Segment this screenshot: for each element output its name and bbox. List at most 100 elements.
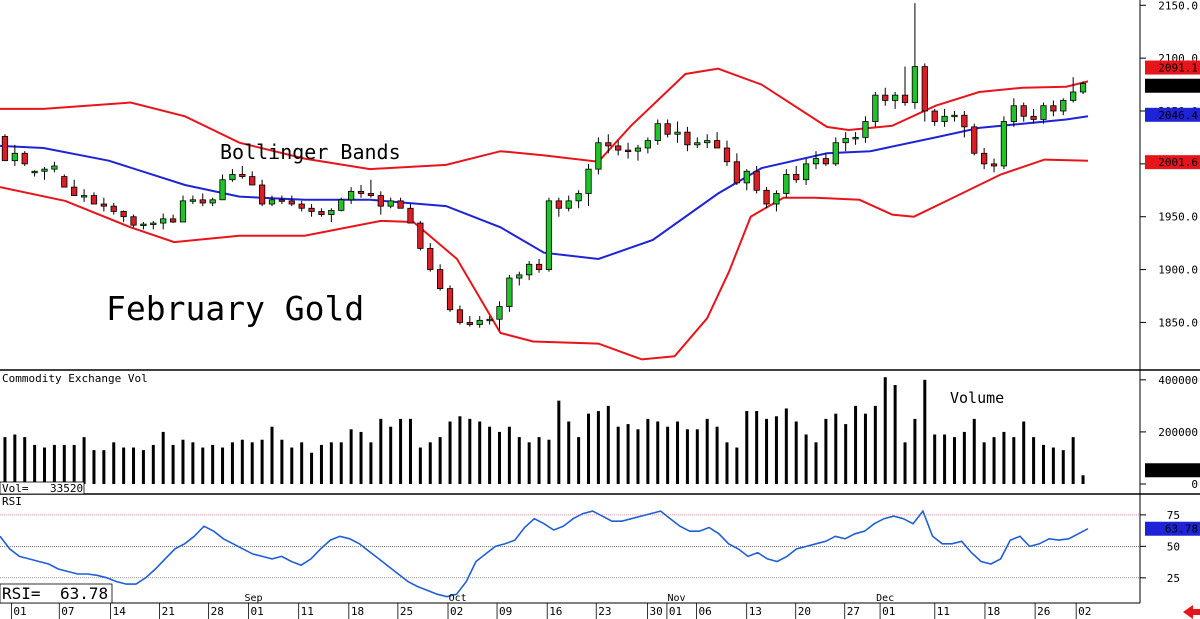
candle-body bbox=[545, 200, 553, 270]
candle-body bbox=[822, 158, 830, 165]
candlestick bbox=[377, 191, 384, 215]
rsi-tick-label: 50 bbox=[1167, 540, 1180, 553]
candlestick bbox=[753, 165, 760, 194]
day-label: 13 bbox=[749, 605, 762, 618]
month-label: Oct bbox=[449, 593, 467, 604]
volume-bar bbox=[1041, 444, 1045, 484]
scroll-left-arrow-icon[interactable] bbox=[1183, 605, 1200, 619]
candlestick bbox=[21, 151, 28, 166]
volume-bar bbox=[646, 418, 650, 484]
volume-bar bbox=[161, 431, 165, 484]
candlestick bbox=[1020, 102, 1027, 122]
volume-bar bbox=[765, 418, 769, 484]
candle-body bbox=[328, 209, 335, 216]
volume-tick-label: 0 bbox=[1191, 478, 1198, 491]
candle-body bbox=[476, 319, 483, 325]
candle-body bbox=[862, 121, 869, 138]
candle-body bbox=[921, 66, 928, 112]
candle-body bbox=[268, 199, 276, 205]
candle-body bbox=[61, 176, 68, 188]
volume-annotation: Volume bbox=[950, 389, 1004, 407]
volume-bar bbox=[82, 437, 86, 484]
volume-bar bbox=[399, 418, 403, 484]
candle-body bbox=[783, 174, 790, 194]
candlestick bbox=[535, 259, 543, 273]
candle-body bbox=[872, 94, 879, 122]
candle-body bbox=[990, 163, 998, 167]
volume-bar bbox=[507, 426, 511, 484]
price-tick-label: 1900.0 bbox=[1158, 264, 1198, 277]
volume-bar bbox=[428, 442, 432, 484]
candle-body bbox=[80, 195, 88, 198]
candle-body bbox=[387, 200, 394, 207]
volume-tick-label: 400000 bbox=[1158, 374, 1198, 387]
volume-bar bbox=[379, 418, 383, 484]
candlestick bbox=[1040, 102, 1047, 124]
candlestick bbox=[1000, 116, 1008, 170]
candlestick bbox=[812, 151, 820, 170]
volume-bar bbox=[587, 413, 591, 484]
bollinger-upper-band bbox=[0, 67, 1089, 171]
candlestick bbox=[783, 169, 790, 198]
vol-readout-label: Vol= bbox=[2, 482, 29, 495]
candle-body bbox=[258, 184, 266, 205]
volume-bar bbox=[517, 437, 521, 484]
candlestick bbox=[338, 197, 345, 212]
candlestick bbox=[229, 169, 236, 182]
candle-body bbox=[694, 142, 701, 146]
volume-bar bbox=[616, 426, 620, 484]
candlestick bbox=[496, 301, 503, 331]
volume-bar bbox=[685, 429, 689, 484]
candlestick bbox=[140, 222, 147, 230]
volume-axis: 0 200000 400000 33520 bbox=[1140, 374, 1200, 491]
volume-bar bbox=[62, 444, 66, 484]
volume-bar bbox=[319, 444, 323, 484]
volume-bar bbox=[23, 437, 27, 484]
candlestick bbox=[486, 316, 493, 325]
candlestick bbox=[644, 137, 651, 154]
candle-body bbox=[189, 199, 196, 202]
volume-bar bbox=[962, 431, 966, 484]
candlestick bbox=[713, 132, 721, 149]
candlestick bbox=[130, 214, 137, 228]
candlestick bbox=[41, 167, 48, 180]
candlestick bbox=[882, 87, 889, 106]
volume-bar bbox=[408, 418, 412, 484]
candle-body bbox=[1010, 105, 1017, 122]
candlestick bbox=[348, 187, 355, 205]
candle-body bbox=[1060, 100, 1067, 112]
day-label: 18 bbox=[987, 605, 1000, 618]
candlestick bbox=[852, 132, 859, 145]
candle-body bbox=[21, 152, 28, 165]
candlestick bbox=[555, 197, 562, 217]
day-label: 30 bbox=[650, 605, 663, 618]
candle-body bbox=[605, 142, 612, 147]
volume-bar bbox=[191, 442, 195, 484]
candlestick bbox=[516, 271, 523, 286]
candle-body bbox=[901, 94, 909, 103]
volume-bar bbox=[250, 442, 254, 484]
candle-body bbox=[239, 174, 246, 177]
volume-bar bbox=[814, 442, 818, 484]
candlestick bbox=[288, 195, 295, 207]
volume-bar bbox=[774, 416, 778, 484]
bollinger-lower-band bbox=[0, 158, 1089, 361]
candlestick bbox=[585, 163, 592, 207]
volume-bar bbox=[92, 450, 96, 484]
rsi-tick-label: 25 bbox=[1167, 572, 1180, 585]
candle-body bbox=[684, 131, 691, 146]
volume-bar bbox=[488, 426, 492, 484]
candlestick bbox=[1, 134, 9, 162]
candle-body bbox=[90, 195, 98, 205]
candle-body bbox=[526, 263, 533, 276]
candlestick bbox=[219, 174, 226, 201]
candle-body bbox=[733, 161, 740, 184]
candlestick bbox=[832, 137, 839, 166]
candle-body bbox=[1070, 91, 1077, 101]
day-label: 27 bbox=[847, 605, 860, 618]
candlestick bbox=[427, 243, 434, 272]
candlestick bbox=[802, 158, 810, 185]
chart-title: February Gold bbox=[106, 289, 364, 328]
rsi-panel-label: RSI bbox=[2, 495, 22, 508]
candle-body bbox=[318, 211, 325, 216]
